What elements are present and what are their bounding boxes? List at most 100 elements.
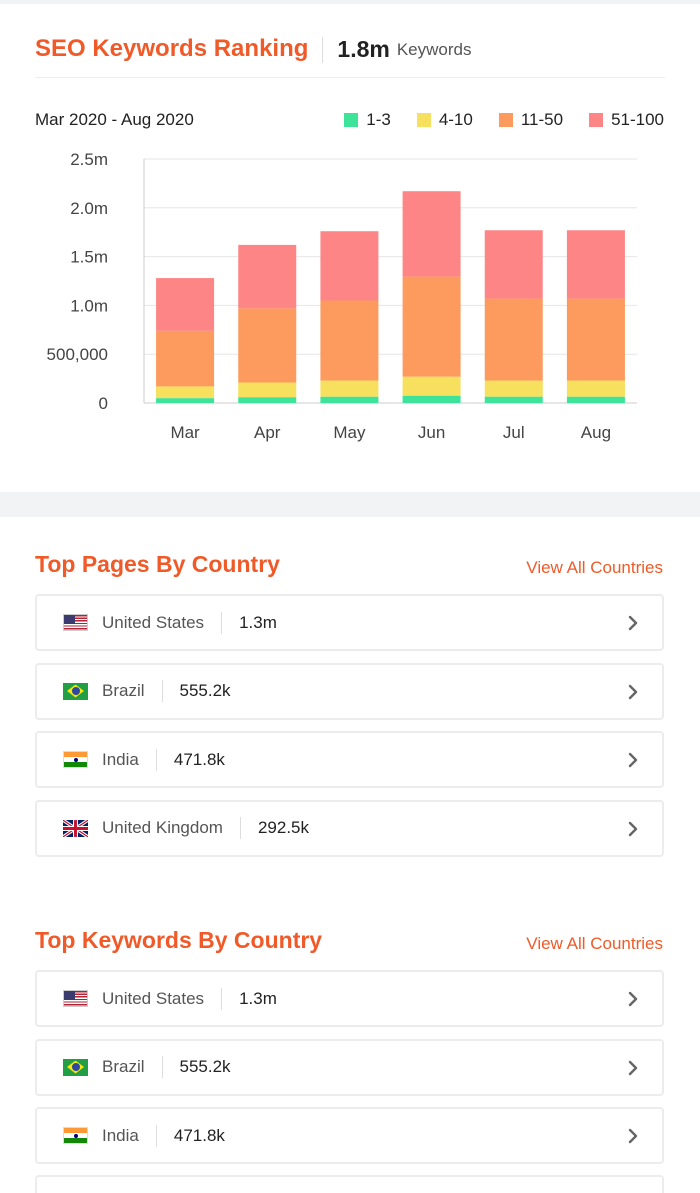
bar-aug-11-50 xyxy=(566,298,625,381)
country-row-us[interactable]: United States 1.3m xyxy=(35,970,664,1027)
x-tick-label: Apr xyxy=(254,423,281,442)
country-row-us[interactable]: United States 1.3m xyxy=(35,594,664,651)
chevron-right-icon xyxy=(626,615,640,631)
row-separator xyxy=(161,1056,163,1078)
legend-item-4-10[interactable]: 4-10 xyxy=(416,110,473,130)
chart-legend: 1-3 4-10 11-50 51-100 xyxy=(318,110,664,130)
bar-may-1-3 xyxy=(320,396,379,403)
x-tick-label: Jun xyxy=(418,423,445,442)
bar-aug-4-10 xyxy=(566,380,625,397)
country-row-in[interactable]: India 471.8k xyxy=(35,1107,664,1164)
country-row-uk[interactable]: United Kingdom 292.5k xyxy=(35,799,664,857)
section-divider-band xyxy=(0,492,700,517)
country-value: 292.5k xyxy=(257,818,310,837)
legend-label-51-100: 51-100 xyxy=(611,110,664,129)
country-name: United States xyxy=(102,612,205,632)
chevron-right-icon xyxy=(626,1128,640,1144)
bar-apr-51-100 xyxy=(238,244,297,309)
chevron-right-icon xyxy=(626,752,640,768)
bar-may-4-10 xyxy=(320,380,379,397)
country-value: 1.3m xyxy=(239,612,277,632)
seo-card-header: SEO Keywords Ranking 1.8m Keywords xyxy=(35,34,665,78)
bar-may-51-100 xyxy=(320,231,379,301)
top-keywords-title: Top Keywords By Country xyxy=(35,927,323,953)
chevron-right-icon xyxy=(626,1060,640,1076)
legend-label-11-50: 11-50 xyxy=(520,110,564,129)
x-tick-label: May xyxy=(333,423,366,442)
view-all-countries-pages-link[interactable]: View All Countries xyxy=(526,558,663,577)
country-name: Brazil xyxy=(102,1057,145,1076)
country-name: United Kingdom xyxy=(102,818,223,837)
bar-mar-4-10 xyxy=(156,386,215,399)
x-tick-label: Aug xyxy=(581,423,611,442)
view-all-countries-keywords-link[interactable]: View All Countries xyxy=(526,934,663,953)
list-item-partial[interactable] xyxy=(35,1175,664,1193)
row-separator xyxy=(161,680,163,702)
country-value: 471.8k xyxy=(173,1125,225,1145)
legend-item-11-50[interactable]: 11-50 xyxy=(498,110,564,130)
keyword-total: 1.8m xyxy=(337,36,390,62)
bar-jul-1-3 xyxy=(484,396,543,403)
flag-in-icon xyxy=(63,751,88,768)
seo-keywords-card: SEO Keywords Ranking 1.8m Keywords Mar 2… xyxy=(0,4,700,492)
keyword-total-label: Keywords xyxy=(396,40,472,59)
y-tick-label: 1.5m xyxy=(70,248,108,267)
row-separator xyxy=(155,748,157,771)
flag-in-icon xyxy=(63,1127,88,1144)
y-tick-label: 2.0m xyxy=(70,199,108,218)
y-tick-label: 1.0m xyxy=(70,296,108,315)
bar-jun-51-100 xyxy=(402,191,461,277)
x-tick-label: Jul xyxy=(503,423,525,442)
country-row-in[interactable]: India 471.8k xyxy=(35,731,664,788)
date-range-label: Mar 2020 - Aug 2020 xyxy=(35,110,194,129)
country-value: 1.3m xyxy=(239,988,277,1008)
country-value: 555.2k xyxy=(179,681,231,700)
chevron-right-icon xyxy=(626,821,640,837)
flag-us-icon xyxy=(63,614,88,631)
legend-swatch-11-50 xyxy=(498,113,513,127)
bar-mar-1-3 xyxy=(156,398,215,403)
country-row-br[interactable]: Brazil 555.2k xyxy=(35,1038,664,1096)
flag-br-icon xyxy=(63,1058,88,1076)
bar-jun-11-50 xyxy=(402,276,461,377)
country-name: India xyxy=(102,749,139,769)
bar-may-11-50 xyxy=(320,300,379,381)
x-tick-label: Mar xyxy=(170,423,200,442)
legend-label-1-3: 1-3 xyxy=(366,110,391,129)
legend-label-4-10: 4-10 xyxy=(438,110,473,129)
legend-swatch-4-10 xyxy=(416,113,431,127)
bar-apr-4-10 xyxy=(238,382,297,398)
row-separator xyxy=(155,1124,157,1147)
keyword-ranking-chart: 0 500,000 1.0m 1.5m 2.0m 2.5m Mar Apr May Jun Jul A… xyxy=(47,150,637,442)
bar-jun-1-3 xyxy=(402,395,461,403)
bar-apr-1-3 xyxy=(238,397,297,403)
seo-card-title: SEO Keywords Ranking xyxy=(35,35,309,62)
flag-us-icon xyxy=(63,990,88,1007)
country-name: India xyxy=(102,1125,139,1145)
country-value: 555.2k xyxy=(179,1057,231,1076)
chevron-right-icon xyxy=(626,684,640,700)
legend-swatch-1-3 xyxy=(344,113,359,127)
bar-aug-1-3 xyxy=(566,396,625,403)
top-pages-title: Top Pages By Country xyxy=(35,551,280,577)
flag-br-icon xyxy=(63,682,88,700)
flag-uk-icon xyxy=(63,819,88,837)
bar-apr-11-50 xyxy=(238,308,297,383)
y-tick-label: 2.5m xyxy=(70,150,108,169)
y-tick-label: 0 xyxy=(99,394,108,413)
chevron-right-icon xyxy=(626,991,640,1007)
bar-jun-4-10 xyxy=(402,376,461,396)
country-row-br[interactable]: Brazil 555.2k xyxy=(35,662,664,720)
row-separator xyxy=(221,987,223,1010)
country-name: United States xyxy=(102,988,205,1008)
top-divider-strip xyxy=(0,0,700,4)
row-separator xyxy=(221,611,223,634)
header-separator xyxy=(322,37,324,63)
legend-swatch-51-100 xyxy=(589,113,604,127)
legend-item-51-100[interactable]: 51-100 xyxy=(589,110,664,130)
row-separator xyxy=(239,817,241,839)
legend-item-1-3[interactable]: 1-3 xyxy=(344,110,391,130)
bar-jul-11-50 xyxy=(484,298,543,381)
bar-jul-51-100 xyxy=(484,230,543,299)
country-name: Brazil xyxy=(102,681,145,700)
